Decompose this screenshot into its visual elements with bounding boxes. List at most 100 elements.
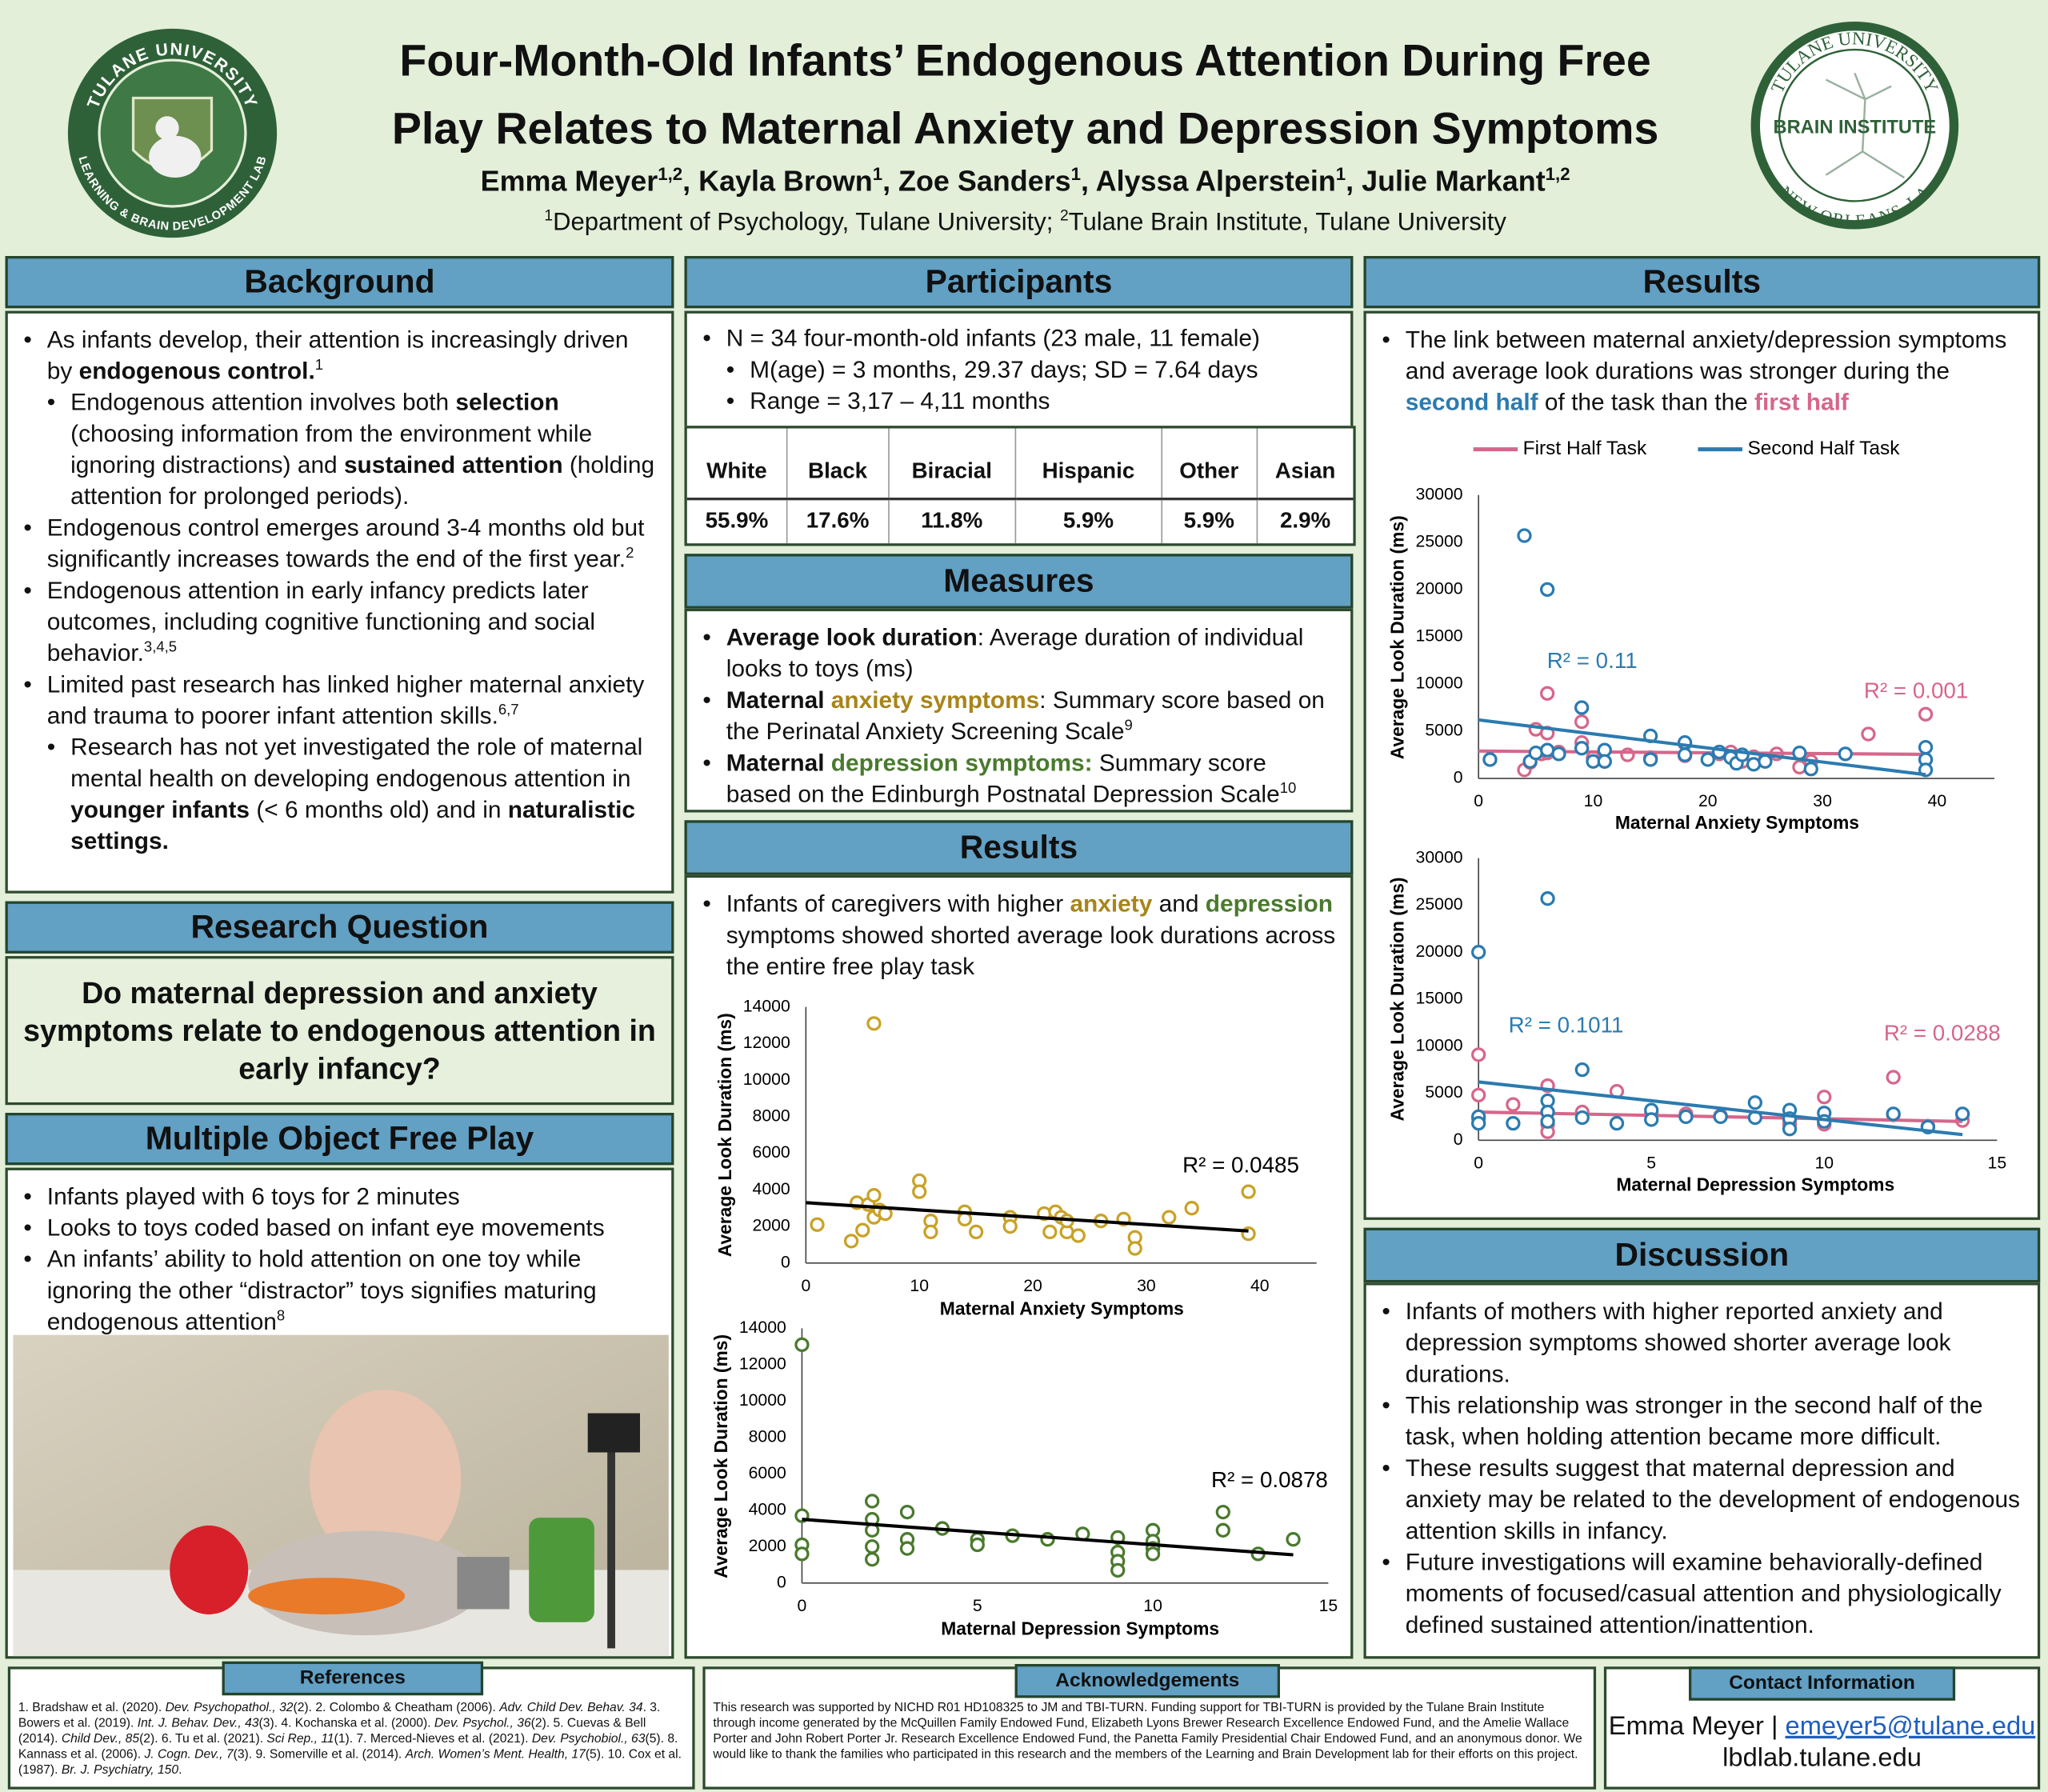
table-row: White Black Biracial Hispanic Other Asian — [686, 428, 1354, 500]
text-sup: 1,2 — [658, 164, 683, 184]
text-italic: Int. J. Behav. Dev., 43 — [137, 1716, 259, 1731]
text: (5). 10. Cox et al. (1987). — [18, 1747, 682, 1778]
bullet: N = 34 four-month-old infants (23 male, … — [700, 322, 1338, 354]
text-plain: Emma Meyer — [480, 164, 658, 198]
contact-line: lbdlab.tulane.edu — [1722, 1743, 1922, 1773]
text: (3). 9. Somerville et al. (2014). — [233, 1747, 406, 1762]
footer-header: Acknowledgements — [1014, 1663, 1280, 1698]
text-bold: Maternal — [726, 686, 831, 714]
text: M(age) = 3 months, 29.37 days; SD = 7.64… — [750, 355, 1258, 383]
authors: Emma Meyer1,2, Kayla Brown1, Zoe Sanders… — [287, 165, 1763, 198]
text: N = 34 four-month-old infants (23 male, … — [726, 323, 1260, 352]
text-bold: sustained attention — [343, 450, 563, 478]
text: Research has not yet investigated the ro… — [70, 732, 643, 792]
bullet: An infants’ ability to hold attention on… — [21, 1243, 658, 1338]
text-italic: J. Cogn. Dev., 7 — [144, 1747, 234, 1762]
text: Emma Meyer | — [1608, 1712, 1786, 1742]
table-cell: Hispanic — [1014, 428, 1162, 500]
bullet: Looks to toys coded based on infant eye … — [21, 1212, 658, 1243]
text-bold: Maternal — [726, 748, 831, 776]
logo-text: BRAIN INSTITUTE — [1774, 118, 1937, 138]
text-sup: 6,7 — [498, 702, 519, 718]
text-pink: first half — [1754, 387, 1849, 416]
text: (choosing information from the environme… — [70, 419, 593, 478]
bullet: Endogenous attention in early infancy pr… — [21, 574, 658, 669]
text: This relationship was stronger in the se… — [1405, 1390, 1983, 1450]
text-sup: 9 — [1124, 718, 1133, 734]
section-header: Discussion — [1363, 1227, 2041, 1283]
bullet: These results suggest that maternal depr… — [1379, 1453, 2025, 1547]
table: White Black Biracial Hispanic Other Asian 55.9… — [686, 428, 1354, 544]
text: (2). 2. Colombo & Cheatham (2006). — [293, 1700, 500, 1715]
text-bold: Average look duration — [726, 622, 978, 651]
text-italic: Adv. Child Dev. Behav. 34 — [499, 1700, 643, 1715]
bullet: Infants played with 6 toys for 2 minutes — [21, 1181, 658, 1212]
affiliation: 1Department of Psychology, Tulane Univer… — [287, 207, 1763, 238]
text-blue: second half — [1405, 387, 1538, 416]
text-sup: 1 — [1335, 164, 1346, 184]
photo-toy — [248, 1578, 406, 1614]
bullet: Limited past research has linked higher … — [21, 669, 658, 731]
text: : Average duration of individual looks t… — [726, 622, 1304, 682]
text-green: depression symptoms: — [830, 748, 1093, 776]
text: Range = 3,17 – 4,11 months — [750, 386, 1050, 414]
text: Endogenous attention in early infancy pr… — [46, 575, 596, 666]
text-sup: 2 — [1059, 207, 1069, 225]
bullet: Future investigations will examine behav… — [1379, 1546, 2025, 1641]
acknowledgements-body: This research was supported by NICHD R01… — [702, 1666, 1597, 1790]
bullet: Endogenous control emerges around 3-4 mo… — [21, 512, 658, 574]
table-cell: 5.9% — [1014, 498, 1162, 544]
text-sup: 1,2 — [1545, 164, 1570, 184]
text: : Summary score based on the Perinatal A… — [726, 686, 1325, 745]
text: As infants develop, their attention is i… — [46, 325, 629, 384]
text: (< 6 months old) and in — [250, 795, 508, 823]
text: Endogenous attention involves both — [70, 387, 456, 416]
text-italic: Dev. Psychol., 36 — [434, 1716, 531, 1731]
table-cell: Asian — [1256, 428, 1354, 500]
table-cell: Biracial — [887, 428, 1016, 500]
section-header: Research Question — [5, 901, 674, 954]
title: Play Relates to Maternal Anxiety and Dep… — [391, 104, 1659, 154]
section-header: Participants — [684, 255, 1354, 309]
logo-bird-head — [155, 116, 179, 140]
text-plain: Department of Psychology, Tulane Univers… — [553, 209, 1060, 237]
text: 1. Bradshaw et al. (2020). — [18, 1700, 166, 1715]
bullet: Research has not yet investigated the ro… — [45, 731, 658, 857]
text: The link between maternal anxiety/depres… — [1405, 325, 2007, 384]
text-sup: 1 — [544, 207, 554, 225]
contact-line: Emma Meyer | emeyer5@tulane.edu — [1606, 1711, 2038, 1742]
photo-toy — [529, 1518, 594, 1622]
text: (2). 6. Tu et al. (2021). — [139, 1731, 267, 1746]
text-plain: , Kayla Brown — [682, 164, 873, 198]
discussion-body: Infants of mothers with higher reported … — [1363, 1282, 2041, 1659]
text-bold: naturalistic settings. — [70, 795, 635, 854]
text-italic: Arch. Women’s Ment. Health, 17 — [405, 1747, 586, 1762]
text: (3). 4. Kochanska et al. (2000). — [258, 1716, 434, 1731]
photo-camera — [587, 1413, 640, 1453]
text: Infants of mothers with higher reported … — [1405, 1297, 1951, 1387]
section-header: Results — [1363, 255, 2041, 309]
footer-header: References — [222, 1661, 484, 1696]
text: Future investigations will examine behav… — [1405, 1547, 2002, 1638]
text: . — [178, 1763, 182, 1778]
text: symptoms showed shorted average look dur… — [726, 921, 1336, 980]
text: (5). 8. Kannass et al. (2006). — [18, 1731, 678, 1762]
text-bold: selection — [455, 387, 559, 416]
logo-right: TULANE UNIVERSITY BRAIN INSTITUTE NEW OR… — [1750, 21, 1959, 230]
photo — [13, 1334, 669, 1657]
text-bold: endogenous control. — [78, 356, 315, 384]
logo-neuron — [1825, 72, 1906, 179]
table-cell: Other — [1160, 428, 1257, 500]
text-plain: Tulane Brain Institute, Tulane Universit… — [1068, 209, 1506, 237]
table-cell: 2.9% — [1256, 498, 1354, 544]
measures-body: Average look duration: Average duration … — [684, 608, 1354, 813]
logo-left: TULANE UNIVERSITY LEARNING & BRAIN DEVEL… — [67, 28, 278, 238]
text-sup: 2 — [626, 546, 634, 562]
bullet: Infants of caregivers with higher anxiet… — [700, 888, 1338, 982]
demographics-table: White Black Biracial Hispanic Other Asian 55.9… — [684, 426, 1356, 546]
text-gold: anxiety symptoms — [830, 686, 1040, 714]
participants-body: N = 34 four-month-old infants (23 male, … — [684, 310, 1354, 429]
bullet: As infants develop, their attention is i… — [21, 324, 658, 386]
bullet: Average look duration: Average duration … — [700, 622, 1338, 684]
bullet: This relationship was stronger in the se… — [1379, 1390, 2025, 1452]
